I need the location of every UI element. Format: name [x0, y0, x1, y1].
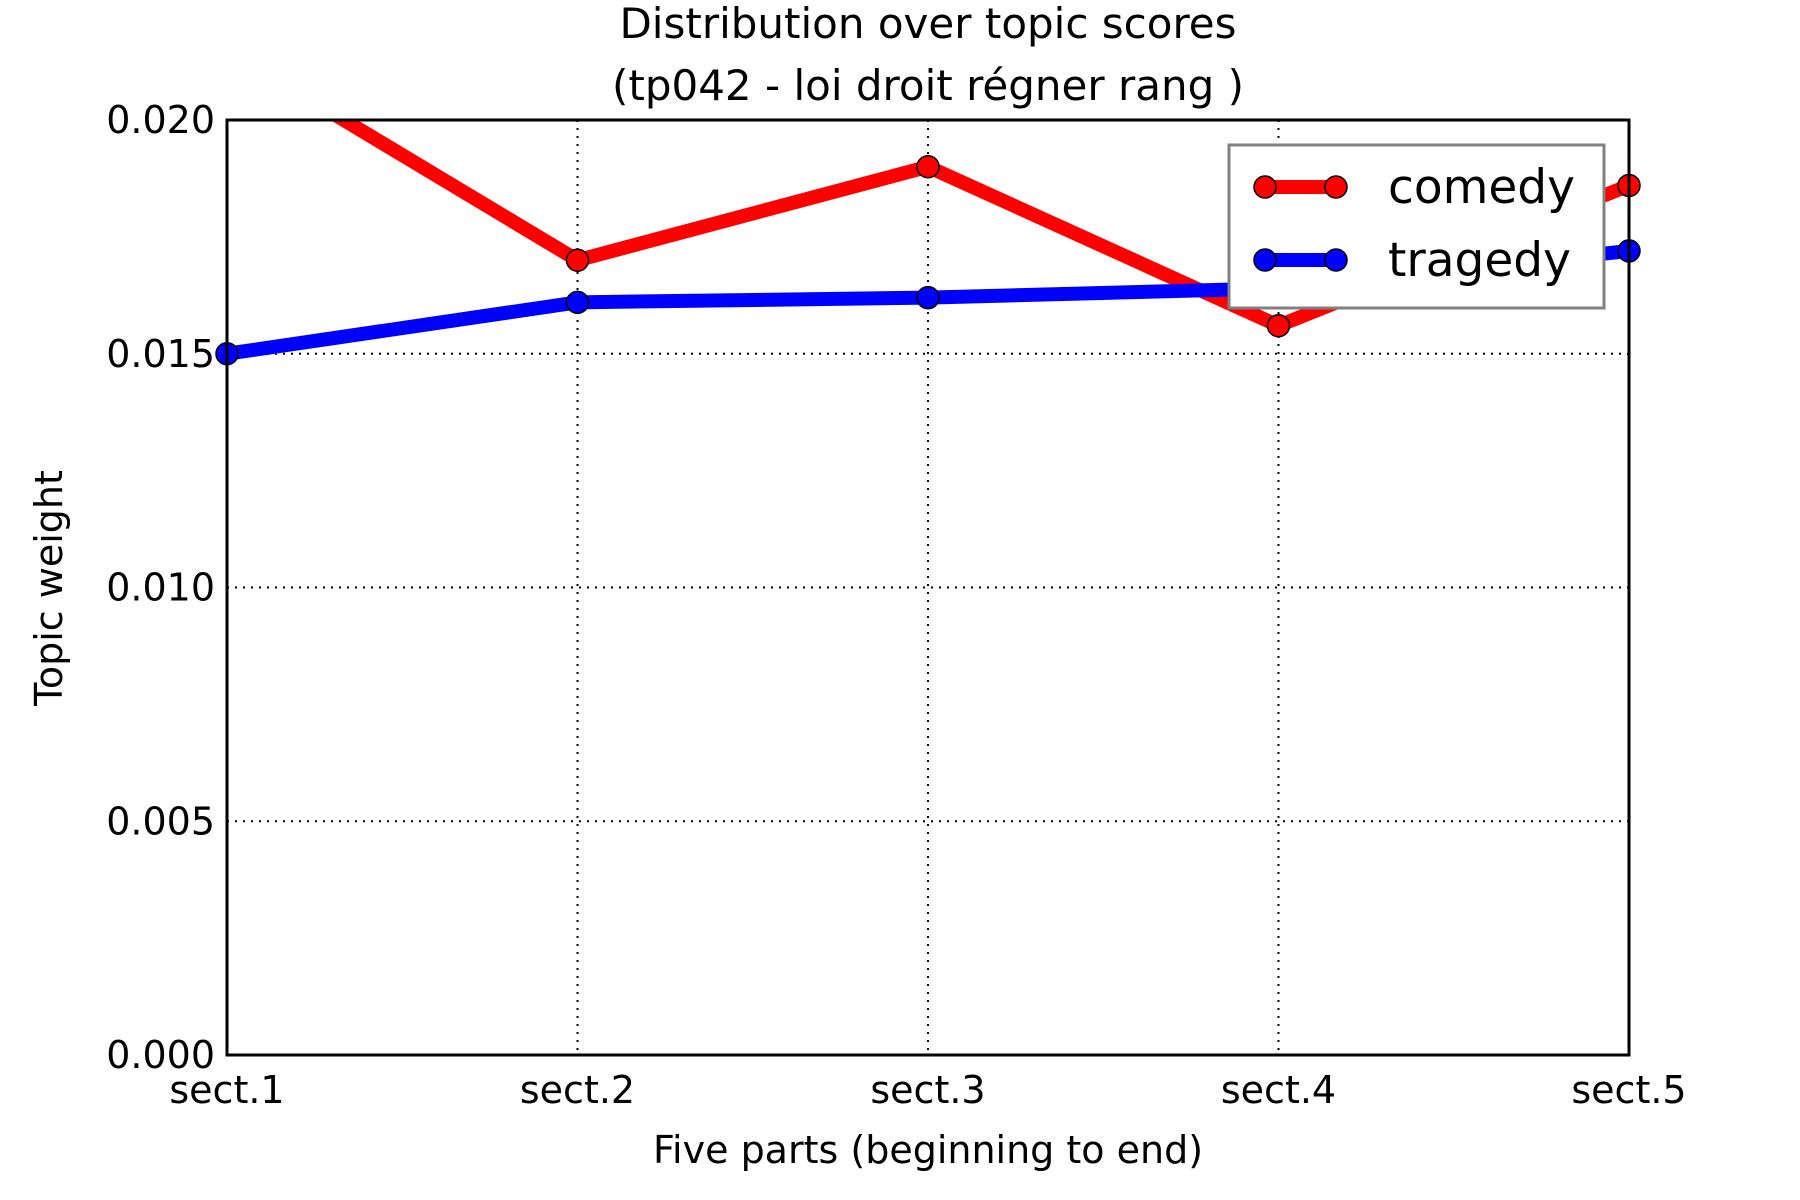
comedy-data-point — [916, 155, 940, 179]
legend-box — [1227, 143, 1606, 310]
x-axis-label: Five parts (beginning to end) — [653, 1128, 1203, 1172]
y-tick-label: 0.020 — [106, 98, 215, 142]
tragedy-legend-marker — [1253, 248, 1277, 272]
tragedy-data-point — [565, 290, 590, 315]
comedy-legend-marker — [1253, 175, 1277, 199]
x-tick-label: sect.3 — [870, 1068, 985, 1112]
x-tick-label: sect.4 — [1221, 1068, 1336, 1112]
tick-labels: sect.1 sect.2 sect.3 sect.4 sect.5 0.000 0.005… — [106, 98, 1686, 1112]
y-tick-label: 0.015 — [106, 332, 215, 376]
y-tick-label: 0.005 — [106, 799, 215, 843]
y-tick-label: 0.010 — [106, 566, 215, 610]
plot-frame — [225, 118, 1631, 1057]
x-tick-label: sect.2 — [520, 1068, 635, 1112]
tragedy-data-point — [916, 285, 940, 310]
tragedy-legend-label: tragedy — [1388, 233, 1571, 288]
legend: comedy tragedy — [1227, 143, 1606, 310]
chart-title: Distribution over topic scores — [619, 0, 1236, 48]
comedy-legend-label: comedy — [1388, 160, 1575, 215]
x-tick-label: sect.1 — [169, 1068, 284, 1112]
comedy-data-point — [565, 248, 590, 272]
comedy-legend-marker — [1324, 175, 1348, 199]
comedy-data-point — [1266, 313, 1291, 338]
tragedy-legend-marker — [1324, 248, 1348, 272]
grid — [227, 120, 1629, 1055]
y-tick-label: 0.000 — [106, 1033, 215, 1077]
y-axis-label: Topic weight — [27, 470, 71, 707]
chart-subtitle: (tp042 - loi droit régner rang ) — [612, 61, 1244, 110]
x-tick-label: sect.5 — [1571, 1068, 1686, 1112]
